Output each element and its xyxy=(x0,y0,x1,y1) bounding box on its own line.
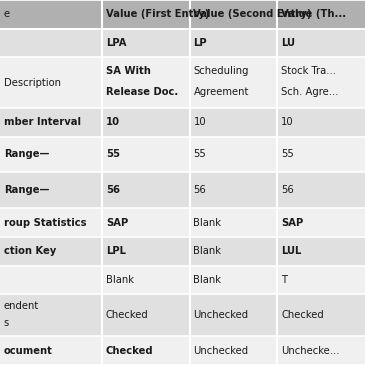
Text: roup Statistics: roup Statistics xyxy=(4,218,86,227)
Text: Value (First Entry): Value (First Entry) xyxy=(106,9,209,19)
Text: LU: LU xyxy=(281,38,295,48)
Text: mber Interval: mber Interval xyxy=(4,117,81,127)
Text: e: e xyxy=(4,9,10,19)
Text: Range—: Range— xyxy=(4,185,49,195)
Bar xyxy=(0,0,102,29)
Bar xyxy=(102,265,190,294)
Text: endent: endent xyxy=(4,301,39,311)
Bar xyxy=(190,208,277,237)
Text: 55: 55 xyxy=(193,150,206,160)
Bar xyxy=(102,137,190,172)
Bar xyxy=(102,57,190,108)
Bar xyxy=(102,108,190,137)
Text: ocument: ocument xyxy=(4,346,53,356)
Text: SA With: SA With xyxy=(106,66,151,77)
Bar xyxy=(0,108,102,137)
Bar xyxy=(277,137,365,172)
Bar xyxy=(190,29,277,57)
Bar xyxy=(277,336,365,365)
Text: LPA: LPA xyxy=(106,38,126,48)
Text: Blank: Blank xyxy=(193,218,222,227)
Bar xyxy=(277,208,365,237)
Bar xyxy=(102,29,190,57)
Text: Release Doc.: Release Doc. xyxy=(106,87,178,97)
Text: Description: Description xyxy=(4,78,61,88)
Bar xyxy=(0,172,102,208)
Text: 10: 10 xyxy=(193,117,206,127)
Bar xyxy=(102,336,190,365)
Bar xyxy=(277,265,365,294)
Bar xyxy=(0,336,102,365)
Text: Sch. Agre...: Sch. Agre... xyxy=(281,87,339,97)
Bar xyxy=(277,108,365,137)
Bar xyxy=(190,108,277,137)
Bar xyxy=(277,294,365,336)
Text: LPL: LPL xyxy=(106,246,126,256)
Text: 56: 56 xyxy=(281,185,294,195)
Bar xyxy=(0,29,102,57)
Text: Unchecked: Unchecked xyxy=(193,346,249,356)
Bar xyxy=(102,237,190,265)
Bar xyxy=(0,57,102,108)
Text: SAP: SAP xyxy=(281,218,303,227)
Text: Range—: Range— xyxy=(4,150,49,160)
Bar xyxy=(0,137,102,172)
Bar xyxy=(190,336,277,365)
Text: Stock Tra...: Stock Tra... xyxy=(281,66,336,77)
Text: Agreement: Agreement xyxy=(193,87,249,97)
Text: Scheduling: Scheduling xyxy=(193,66,249,77)
Bar xyxy=(0,265,102,294)
Text: LUL: LUL xyxy=(281,246,301,256)
Text: 10: 10 xyxy=(106,117,120,127)
Text: Value (Second Entry): Value (Second Entry) xyxy=(193,9,312,19)
Bar xyxy=(0,294,102,336)
Text: ction Key: ction Key xyxy=(4,246,56,256)
Text: Blank: Blank xyxy=(193,275,222,285)
Text: 56: 56 xyxy=(106,185,120,195)
Bar xyxy=(190,237,277,265)
Text: Blank: Blank xyxy=(193,246,222,256)
Bar xyxy=(102,294,190,336)
Text: Value (Th...: Value (Th... xyxy=(281,9,346,19)
Bar xyxy=(0,208,102,237)
Bar xyxy=(277,0,365,29)
Text: 10: 10 xyxy=(281,117,294,127)
Text: Unchecked: Unchecked xyxy=(193,310,249,320)
Text: 55: 55 xyxy=(106,150,120,160)
Text: s: s xyxy=(4,318,9,328)
Bar xyxy=(102,172,190,208)
Text: SAP: SAP xyxy=(106,218,128,227)
Text: T: T xyxy=(281,275,287,285)
Text: Unchecke...: Unchecke... xyxy=(281,346,339,356)
Text: 56: 56 xyxy=(193,185,206,195)
Bar xyxy=(277,57,365,108)
Text: Checked: Checked xyxy=(281,310,324,320)
Bar xyxy=(277,29,365,57)
Text: Blank: Blank xyxy=(106,275,134,285)
Bar xyxy=(277,172,365,208)
Text: Checked: Checked xyxy=(106,346,153,356)
Bar xyxy=(102,0,190,29)
Bar xyxy=(190,137,277,172)
Bar xyxy=(102,208,190,237)
Text: 55: 55 xyxy=(281,150,294,160)
Text: LP: LP xyxy=(193,38,207,48)
Bar xyxy=(190,294,277,336)
Bar xyxy=(190,172,277,208)
Text: Checked: Checked xyxy=(106,310,149,320)
Bar xyxy=(190,57,277,108)
Bar xyxy=(277,237,365,265)
Bar xyxy=(190,0,277,29)
Bar xyxy=(0,237,102,265)
Bar xyxy=(190,265,277,294)
